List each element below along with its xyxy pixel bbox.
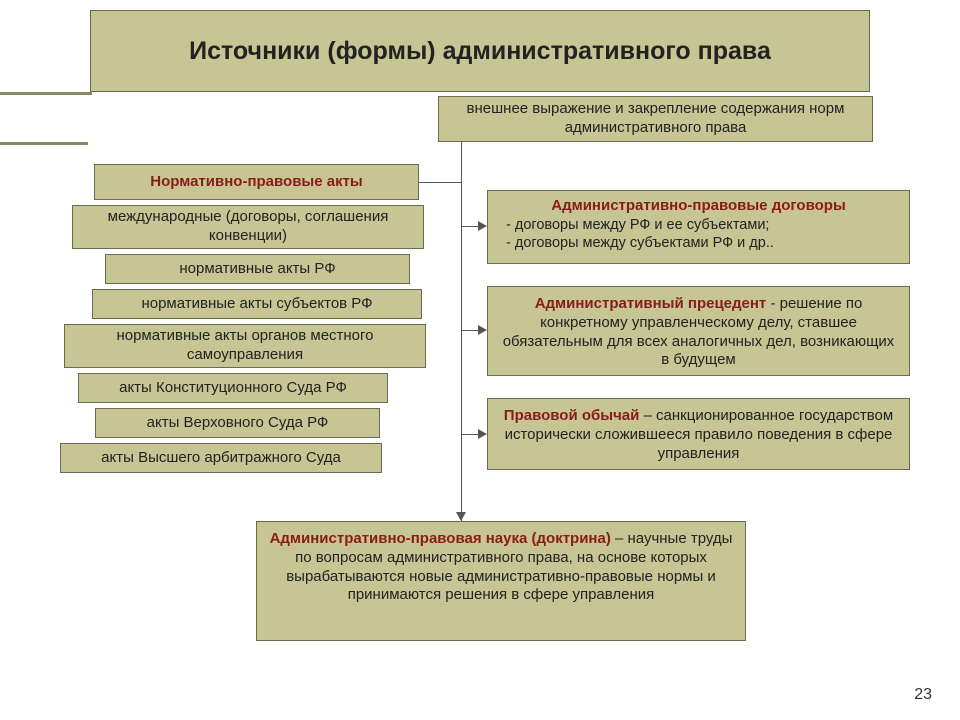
- definition-box: внешнее выражение и закрепление содержан…: [438, 96, 873, 142]
- connector: [461, 330, 478, 331]
- accent-line: [0, 92, 92, 95]
- definition-text: внешнее выражение и закрепление содержан…: [449, 100, 862, 138]
- bullet: договоры между РФ и ее субъектами;: [520, 216, 774, 234]
- arrow-icon: [478, 429, 487, 439]
- connector: [461, 434, 478, 435]
- right-block-3-title: Правовой обычай: [504, 407, 640, 424]
- arrow-icon: [456, 512, 466, 521]
- connector: [419, 182, 461, 183]
- left-item: акты Верховного Суда РФ: [95, 408, 380, 438]
- left-title-box: Нормативно-правовые акты: [94, 164, 419, 200]
- arrow-icon: [478, 221, 487, 231]
- left-item: нормативные акты РФ: [105, 254, 410, 284]
- right-block-1-bullets: договоры между РФ и ее субъектами; догов…: [498, 216, 774, 252]
- accent-line: [0, 142, 88, 145]
- right-block-3: Правовой обычай – санкционированное госу…: [487, 398, 910, 470]
- left-title: Нормативно-правовые акты: [150, 173, 363, 192]
- left-item: акты Конституционного Суда РФ: [78, 373, 388, 403]
- bottom-block-title: Административно-правовая наука (доктрина…: [270, 530, 611, 547]
- arrow-icon: [478, 325, 487, 335]
- connector: [461, 142, 462, 521]
- left-item: акты Высшего арбитражного Суда: [60, 443, 382, 473]
- right-block-2: Административный прецедент - решение по …: [487, 286, 910, 376]
- left-item: нормативные акты органов местного самоуп…: [64, 324, 426, 368]
- bottom-block: Административно-правовая наука (доктрина…: [256, 521, 746, 641]
- bullet: договоры между субъектами РФ и др..: [520, 234, 774, 252]
- connector: [461, 226, 478, 227]
- right-block-1: Административно-правовые договоры догово…: [487, 190, 910, 264]
- left-item: нормативные акты субъектов РФ: [92, 289, 422, 319]
- diagram-title: Источники (формы) административного прав…: [90, 10, 870, 92]
- right-block-1-title: Административно-правовые договоры: [498, 197, 899, 216]
- right-block-2-title: Административный прецедент: [535, 295, 767, 312]
- page-number: 23: [914, 686, 932, 704]
- left-item: международные (договоры, соглашения конв…: [72, 205, 424, 249]
